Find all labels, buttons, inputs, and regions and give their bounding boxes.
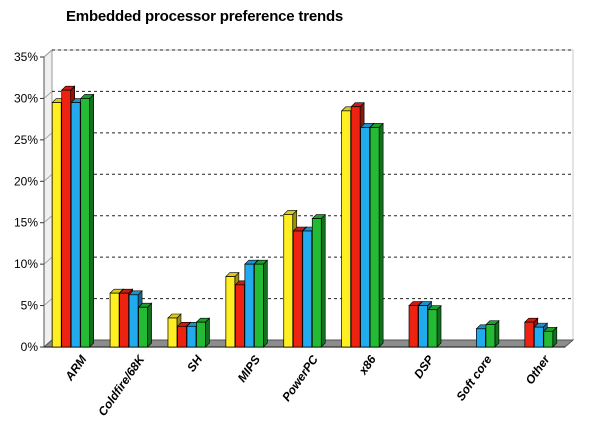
y-tick-label: 5% bbox=[21, 299, 39, 313]
bars bbox=[51, 85, 558, 348]
x-tick-label: ARM bbox=[62, 352, 90, 384]
bar bbox=[311, 213, 326, 348]
y-tick-label: 30% bbox=[14, 91, 38, 105]
gridline-side bbox=[43, 49, 53, 58]
bar bbox=[485, 319, 500, 348]
y-tick-label: 10% bbox=[14, 257, 38, 271]
bar bbox=[543, 326, 558, 348]
x-tick-label: DSP bbox=[411, 352, 437, 381]
gridline-side bbox=[43, 132, 53, 141]
gridline-side bbox=[43, 91, 53, 99]
gridline-side bbox=[43, 173, 53, 182]
gridline-side bbox=[43, 215, 53, 224]
chart-title: Embedded processor preference trends bbox=[66, 8, 344, 25]
x-tick-label: Other bbox=[523, 352, 554, 387]
y-tick-label: 25% bbox=[14, 133, 38, 147]
x-axis-labels: ARM Coldfire/68K SH MIPS PowerPC x86 DSP Soft c… bbox=[62, 352, 554, 419]
bar bbox=[137, 302, 153, 348]
bar bbox=[427, 304, 442, 348]
y-tick-label: 0% bbox=[21, 340, 39, 354]
gridline-side bbox=[43, 298, 53, 306]
y-tick-label: 15% bbox=[14, 216, 38, 230]
x-tick-label: x86 bbox=[355, 352, 379, 378]
x-tick-label: Soft core bbox=[453, 352, 494, 403]
x-tick-label: SH bbox=[184, 352, 205, 374]
bar bbox=[369, 122, 384, 348]
y-tick-label: 20% bbox=[14, 174, 38, 188]
x-tick-label: MIPS bbox=[235, 353, 263, 385]
bar bbox=[253, 259, 269, 348]
y-axis-ticks: 0% 5% 10% 15% 20% 25% 30% 35% bbox=[14, 50, 44, 354]
x-tick-label: Coldfire/68K bbox=[95, 352, 148, 419]
x-tick-label: PowerPC bbox=[279, 352, 321, 403]
grid-lines bbox=[43, 49, 573, 306]
gridline-side bbox=[43, 256, 53, 265]
y-tick-label: 35% bbox=[14, 50, 38, 64]
bar bbox=[79, 93, 95, 348]
bar bbox=[195, 317, 211, 348]
